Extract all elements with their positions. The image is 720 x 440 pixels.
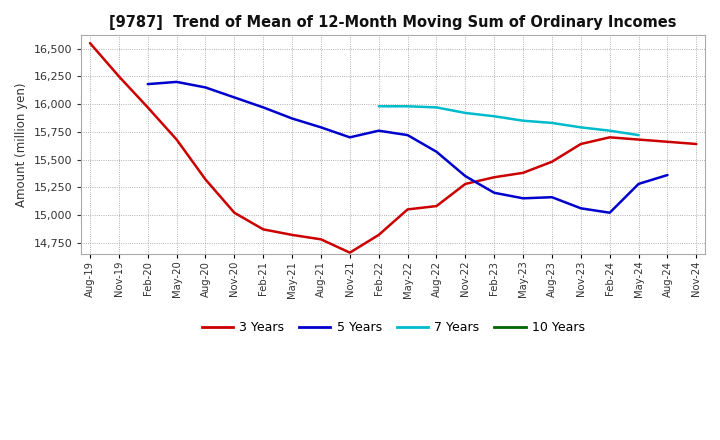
Title: [9787]  Trend of Mean of 12-Month Moving Sum of Ordinary Incomes: [9787] Trend of Mean of 12-Month Moving … — [109, 15, 677, 30]
Legend: 3 Years, 5 Years, 7 Years, 10 Years: 3 Years, 5 Years, 7 Years, 10 Years — [197, 316, 590, 339]
Y-axis label: Amount (million yen): Amount (million yen) — [15, 82, 28, 207]
